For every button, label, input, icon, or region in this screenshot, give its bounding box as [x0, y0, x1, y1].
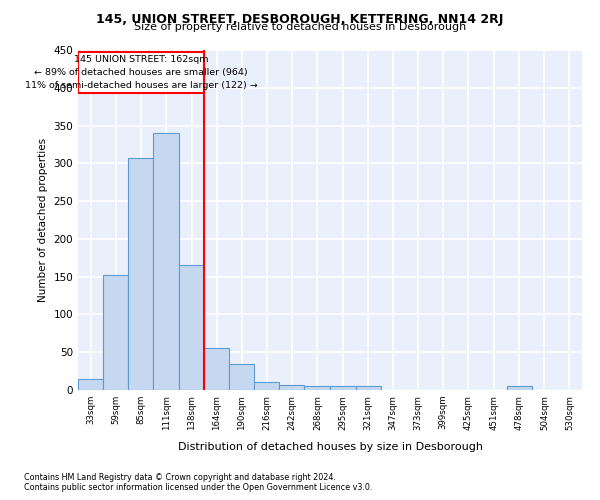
Bar	[356, 386, 380, 390]
Text: 145 UNION STREET: 162sqm: 145 UNION STREET: 162sqm	[74, 56, 208, 64]
Text: Contains HM Land Registry data © Crown copyright and database right 2024.: Contains HM Land Registry data © Crown c…	[24, 472, 336, 482]
Bar	[229, 364, 254, 390]
Bar	[78, 378, 103, 390]
Bar	[204, 348, 229, 390]
Text: Contains public sector information licensed under the Open Government Licence v3: Contains public sector information licen…	[24, 482, 373, 492]
Text: Size of property relative to detached houses in Desborough: Size of property relative to detached ho…	[134, 22, 466, 32]
Y-axis label: Number of detached properties: Number of detached properties	[38, 138, 48, 302]
Bar	[78, 52, 204, 93]
Bar	[128, 158, 153, 390]
Text: Distribution of detached houses by size in Desborough: Distribution of detached houses by size …	[178, 442, 482, 452]
Bar	[103, 275, 128, 390]
Bar	[331, 386, 356, 390]
Text: ← 89% of detached houses are smaller (964): ← 89% of detached houses are smaller (96…	[34, 68, 248, 78]
Bar	[254, 382, 280, 390]
Bar	[304, 386, 331, 390]
Bar	[507, 386, 532, 390]
Text: 11% of semi-detached houses are larger (122) →: 11% of semi-detached houses are larger (…	[25, 82, 257, 90]
Bar	[179, 266, 204, 390]
Text: 145, UNION STREET, DESBOROUGH, KETTERING, NN14 2RJ: 145, UNION STREET, DESBOROUGH, KETTERING…	[97, 12, 503, 26]
Bar	[153, 133, 179, 390]
Bar	[280, 384, 304, 390]
